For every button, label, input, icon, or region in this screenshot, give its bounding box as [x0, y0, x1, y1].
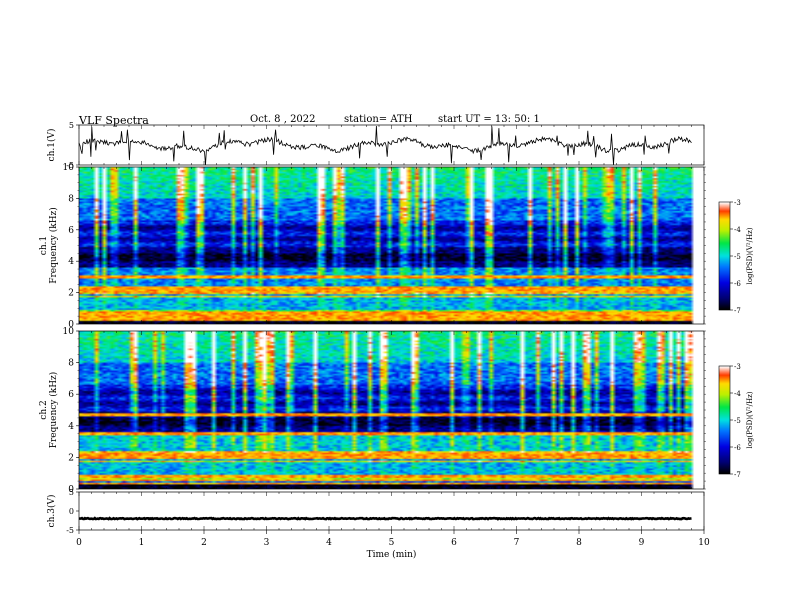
y-tick-label: 2 [68, 453, 74, 463]
ch2-frequency-label: Frequency (kHz) [48, 372, 59, 449]
colorbar-tick-label: -7 [734, 307, 741, 315]
x-tick-label: 7 [514, 538, 520, 548]
date-label: Oct. 8 , 2022 [250, 114, 316, 125]
ch1-trace [78, 125, 692, 166]
ch1-frequency-label: Frequency (kHz) [48, 207, 59, 284]
y-tick-label: 8 [68, 359, 74, 369]
y-tick-label: -5 [66, 526, 74, 535]
x-tick-label: 10 [698, 538, 710, 548]
y-tick-label: 2 [68, 289, 74, 299]
station-label: station= ATH [344, 114, 413, 125]
colorbar-label: log(PSD)(V²/Hz) [746, 391, 754, 448]
x-tick-label: 2 [201, 538, 207, 548]
x-tick-label: 4 [326, 538, 332, 548]
panel-frame-4 [78, 491, 705, 531]
y-tick-label: 4 [68, 257, 74, 267]
y-tick-label: 4 [68, 422, 74, 432]
colorbar-tick-label: -3 [734, 199, 741, 207]
y-tick-label: 0 [69, 507, 74, 516]
colorbar-ch1 [719, 202, 730, 310]
x-tick-label: 3 [264, 538, 270, 548]
x-tick-label: 6 [451, 538, 457, 548]
colorbar-tick-label: -4 [734, 226, 741, 234]
y-tick-label: 0 [68, 485, 74, 495]
spectrogram-ch1 [79, 167, 704, 324]
start-ut-label: start UT = 13: 50: 1 [438, 114, 540, 125]
colorbar-tick-label: -4 [734, 390, 741, 398]
y-tick-label: 10 [63, 327, 75, 337]
x-tick-label: 9 [639, 538, 645, 548]
spectrogram-ch2 [79, 331, 704, 489]
colorbar-tick-label: -6 [734, 280, 741, 288]
colorbar-tick-label: -5 [734, 417, 741, 425]
ch3-ylabel: ch.3(V) [46, 495, 57, 528]
ch3-trace [78, 516, 692, 521]
y-tick-label: 8 [68, 194, 74, 204]
figure-title: VLF Spectra [79, 114, 149, 127]
ch1-prefix-label: ch.1 [39, 236, 49, 255]
ch1-ylabel: ch.1(V) [46, 129, 57, 162]
x-tick-label: 1 [139, 538, 145, 548]
y-tick-label: 10 [63, 163, 75, 173]
colorbar-tick-label: -6 [734, 444, 741, 452]
ch2-prefix-label: ch.2 [39, 400, 49, 419]
y-tick-label: 6 [68, 390, 74, 400]
y-tick-label: 5 [69, 121, 74, 130]
colorbar-tick-label: -3 [734, 363, 741, 371]
y-tick-label: -5 [66, 161, 74, 170]
y-tick-label: 5 [69, 488, 74, 497]
colorbar-label: log(PSD)(V²/Hz) [746, 227, 754, 284]
colorbar-tick-label: -7 [734, 471, 741, 479]
y-tick-label: 6 [68, 226, 74, 236]
colorbar-tick-label: -5 [734, 253, 741, 261]
x-axis-label: Time (min) [367, 549, 417, 560]
x-tick-label: 0 [76, 538, 82, 548]
colorbar-ch2 [719, 366, 730, 474]
y-tick-label: 0 [68, 320, 74, 330]
x-tick-label: 5 [389, 538, 395, 548]
x-tick-label: 8 [576, 538, 582, 548]
